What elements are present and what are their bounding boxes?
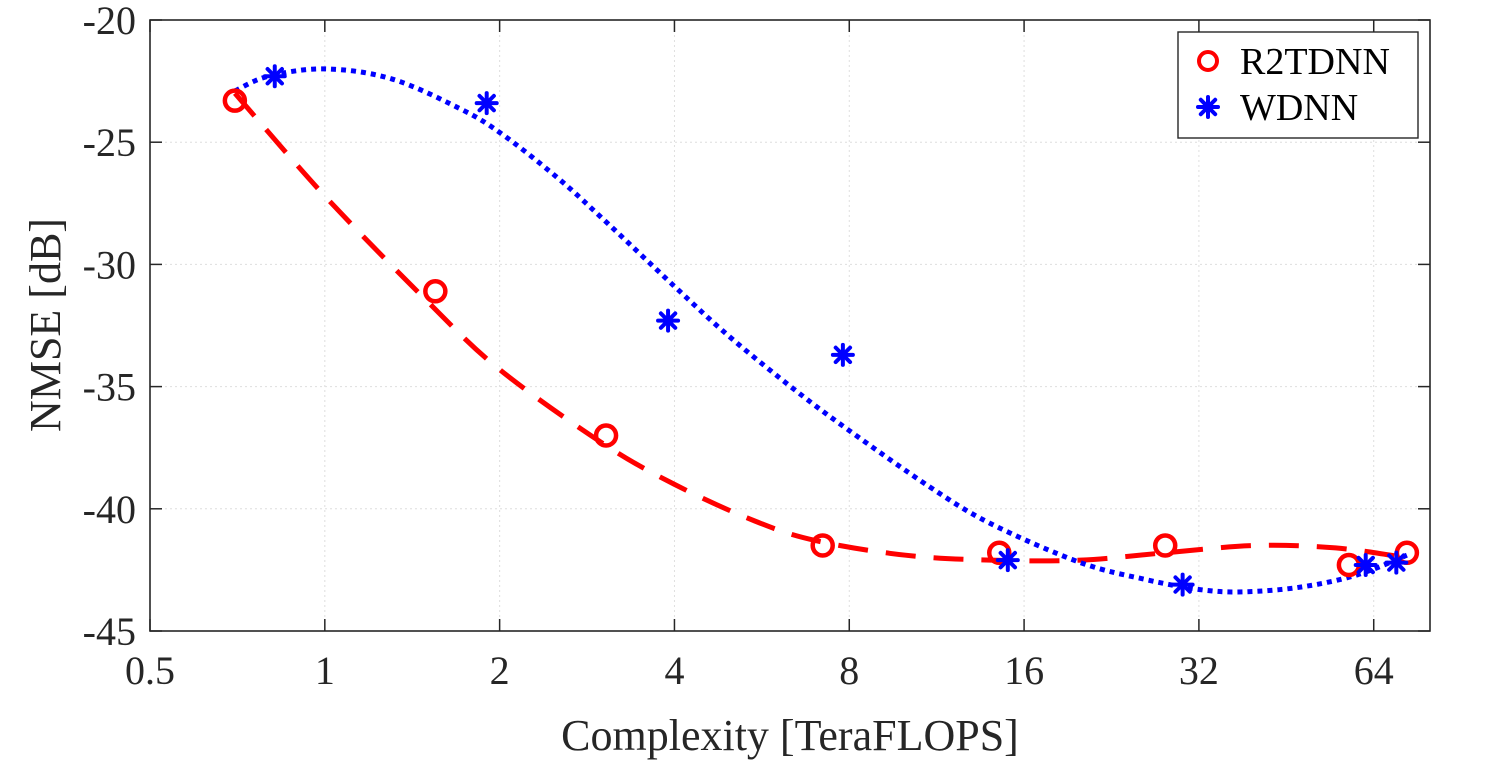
y-tick-label: -35 xyxy=(83,365,136,410)
asterisk-core xyxy=(1203,102,1213,112)
asterisk-core xyxy=(1003,555,1013,565)
point-r2tdnn xyxy=(1152,533,1178,558)
fit-line-r2tdnn xyxy=(233,91,1408,564)
point-r2tdnn xyxy=(222,88,248,113)
point-wdnn xyxy=(262,64,287,89)
y-tick-label: -30 xyxy=(83,242,136,287)
x-tick-label: 8 xyxy=(839,648,859,693)
point-wdnn xyxy=(1170,572,1195,597)
point-wdnn xyxy=(656,308,681,333)
point-r2tdnn xyxy=(423,279,448,304)
y-tick-label: -20 xyxy=(83,0,136,43)
legend: R2TDNN WDNN xyxy=(1177,31,1419,139)
tick-labels: 0.5 1 2 4 8 16 32 64 -20 -25 -30 -35 -40 -45 xyxy=(83,0,1394,693)
asterisk-core xyxy=(270,71,280,81)
point-r2tdnn xyxy=(810,533,835,558)
asterisk-core xyxy=(1361,560,1371,570)
plot-frame xyxy=(149,19,1431,632)
x-tick-label: 4 xyxy=(664,648,684,693)
legend-marker-wdnn xyxy=(1196,95,1220,119)
legend-label-r2tdnn: R2TDNN xyxy=(1240,41,1390,83)
x-tick-label: 32 xyxy=(1179,648,1219,693)
x-tick-label: 16 xyxy=(1004,648,1044,693)
point-wdnn xyxy=(474,91,499,116)
x-tick-label: 64 xyxy=(1354,648,1394,693)
asterisk-core xyxy=(1391,558,1401,568)
point-r2tdnn xyxy=(593,423,619,448)
data-markers xyxy=(222,64,1420,597)
x-tick-label: 0.5 xyxy=(125,648,175,693)
x-tick-label: 1 xyxy=(315,648,335,693)
legend-box xyxy=(1177,31,1419,139)
asterisk-core xyxy=(663,316,673,326)
fit-line-wdnn xyxy=(233,66,1408,595)
legend-asterisk-glyph xyxy=(1196,95,1220,119)
legend-label-wdnn: WDNN xyxy=(1240,87,1358,129)
y-axis-title: NMSE [dB] xyxy=(21,218,70,432)
y-tick-label: -45 xyxy=(83,609,136,654)
axis-ticks xyxy=(149,19,1430,632)
point-wdnn xyxy=(830,342,855,367)
x-axis-title: Complexity [TeraFLOPS] xyxy=(561,711,1019,760)
x-tick-label: 2 xyxy=(490,648,510,693)
asterisk-core xyxy=(1178,580,1188,590)
fit-curves xyxy=(233,66,1408,595)
point-wdnn xyxy=(1353,553,1378,578)
point-wdnn xyxy=(995,548,1020,573)
asterisk-core xyxy=(838,350,848,360)
legend-marker-r2tdnn xyxy=(1197,50,1219,72)
y-tick-label: -25 xyxy=(83,120,136,165)
point-wdnn xyxy=(1384,550,1409,575)
asterisk-core xyxy=(482,98,492,108)
y-tick-label: -40 xyxy=(83,487,136,532)
